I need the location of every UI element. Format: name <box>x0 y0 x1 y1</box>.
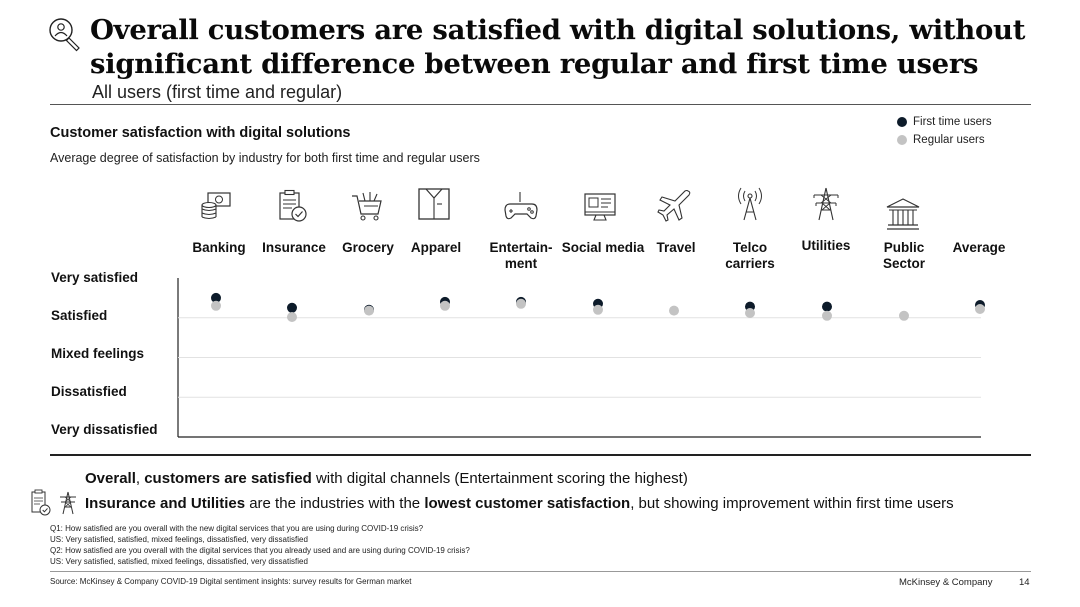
category-label-entertainment-line2: ment <box>504 256 538 271</box>
category-label-public-sector-line1: Public <box>883 240 925 255</box>
takeaway-1-text-2: with digital channels (Entertainment sco… <box>311 470 688 487</box>
dot-first-time-2 <box>364 304 374 315</box>
legend-first-time: First time users <box>897 116 992 128</box>
coins-icon <box>201 192 231 220</box>
insurance-clipboard-icon <box>279 189 307 222</box>
takeaway-2-text-2: , but showing improvement within first t… <box>630 495 954 512</box>
category-label-travel-line1: Travel <box>656 240 696 255</box>
category-label-average-line1: Average <box>952 240 1006 255</box>
takeaway-line-2: Insurance and Utilities are the industri… <box>85 495 954 512</box>
legend-dot-regular <box>897 135 907 145</box>
dot-first-time-10 <box>975 300 985 310</box>
grocery-cart-icon <box>352 192 382 221</box>
category-label-public-sector-line2: Sector <box>882 256 926 271</box>
apparel-shirt-box-icon <box>418 188 450 220</box>
category-label-telco: Telco carriers <box>710 240 790 272</box>
dot-first-time-8 <box>822 301 832 312</box>
power-pylon-icon <box>60 491 76 515</box>
footnote-q1: Q1: How satisfied are you overall with t… <box>50 524 424 533</box>
legend-label-regular: Regular users <box>913 134 985 146</box>
y-label-very-satisfied: Very satisfied <box>51 270 139 285</box>
y-label-dissatisfied: Dissatisfied <box>51 384 127 399</box>
legend-regular: Regular users <box>897 134 985 146</box>
category-label-telco-line1: Telco <box>732 240 768 255</box>
dot-first-time-1 <box>287 302 297 313</box>
dot-first-time-3 <box>440 296 450 307</box>
y-label-mixed-feelings: Mixed feelings <box>51 346 145 361</box>
category-label-travel: Travel <box>636 240 716 256</box>
legend-dot-first-time <box>897 117 907 127</box>
dot-regular-2 <box>364 305 374 316</box>
dot-regular-4 <box>516 298 526 309</box>
social-media-monitor-icon <box>584 193 616 221</box>
source-note: Source: McKinsey & Company COVID-19 Digi… <box>50 577 412 586</box>
page-number: 14 <box>1019 577 1030 588</box>
magnifier-person-icon <box>49 18 80 52</box>
dot-first-time-7 <box>745 301 755 312</box>
dot-regular-5 <box>593 304 603 315</box>
category-label-banking: Banking <box>179 240 259 256</box>
dot-regular-6 <box>669 305 679 316</box>
takeaway-divider <box>50 454 1031 456</box>
category-label-insurance: Insurance <box>254 240 334 256</box>
takeaway-1-bold-1: Overall <box>85 470 136 487</box>
footnote-q2: Q2: How satisfied are you overall with t… <box>50 546 470 555</box>
dot-regular-0 <box>211 300 221 311</box>
page-subtitle: All users (first time and regular) <box>92 82 343 102</box>
category-label-entertainment: Entertain-ment <box>481 240 561 272</box>
power-pylon-icon <box>813 187 839 221</box>
y-label-very-dissatisfied: Very dissatisfied <box>51 422 158 437</box>
dot-regular-8 <box>822 310 832 321</box>
header-divider <box>50 104 1031 105</box>
insurance-clipboard-icon <box>31 489 51 516</box>
category-label-apparel: Apparel <box>396 240 476 256</box>
category-label-grocery-line1: Grocery <box>342 240 394 255</box>
category-label-grocery: Grocery <box>328 240 408 256</box>
takeaway-2-bold-1: Insurance and Utilities <box>85 495 246 512</box>
public-building-icon <box>886 198 920 230</box>
chart-title: Customer satisfaction with digital solut… <box>50 125 351 141</box>
takeaway-line-1: Overall, customers are satisfied with di… <box>85 470 688 487</box>
category-label-social-media-line1: Social media <box>561 240 645 255</box>
takeaway-1-bold-2: customers are satisfied <box>144 470 312 487</box>
category-label-social-media: Social media <box>553 240 653 256</box>
dot-first-time-5 <box>593 298 603 309</box>
takeaway-1-text-1: , <box>135 470 145 487</box>
page-title: Overall customers are satisfied with dig… <box>90 14 1026 80</box>
dot-first-time-0 <box>211 292 221 303</box>
antenna-tower-icon <box>738 187 762 221</box>
category-label-entertainment-line1: Entertain- <box>489 240 553 255</box>
footnote-us1: US: Very satisfied, satisfied, mixed fee… <box>50 535 308 544</box>
gamepad-icon <box>504 192 538 220</box>
dot-first-time-4 <box>516 296 526 307</box>
footer-divider <box>50 571 1031 572</box>
dot-regular-1 <box>287 312 297 322</box>
takeaway-2-bold-2: lowest customer satisfaction <box>424 495 631 512</box>
category-label-utilities: Utilities <box>786 238 866 254</box>
category-label-banking-line1: Banking <box>192 240 246 255</box>
chart-subtitle: Average degree of satisfaction by indust… <box>50 151 480 165</box>
category-label-telco-line2: carriers <box>725 256 775 271</box>
dot-regular-7 <box>745 308 755 318</box>
category-label-insurance-line1: Insurance <box>262 240 326 255</box>
category-label-utilities-line1: Utilities <box>801 238 851 253</box>
takeaway-2-text-1: are the industries with the <box>245 495 425 512</box>
category-label-public-sector: Public Sector <box>864 240 944 272</box>
legend-label-first-time: First time users <box>913 116 992 128</box>
category-label-average: Average <box>939 240 1019 256</box>
category-label-apparel-line1: Apparel <box>410 240 462 255</box>
y-label-satisfied: Satisfied <box>51 308 108 323</box>
footnote-us2: US: Very satisfied, satisfied, mixed fee… <box>50 557 308 566</box>
dot-regular-3 <box>440 300 450 311</box>
dot-regular-9 <box>899 310 909 321</box>
dot-regular-10 <box>975 304 985 314</box>
airplane-icon <box>657 189 691 222</box>
brand-name: McKinsey & Company <box>899 577 993 588</box>
